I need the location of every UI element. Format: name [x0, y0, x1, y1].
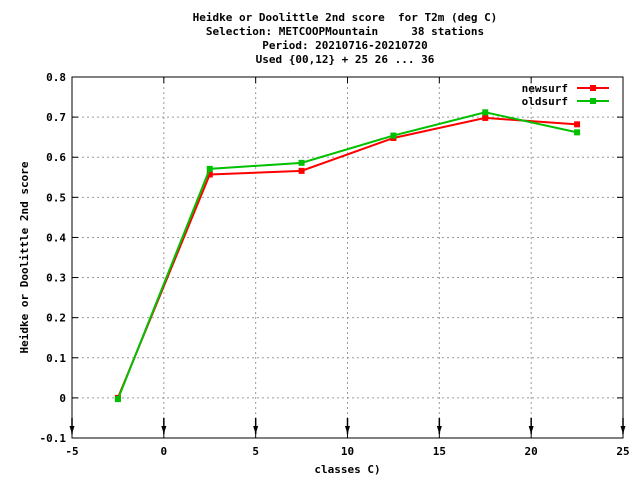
arrow-marker-head	[528, 426, 534, 434]
x-tick-label: 25	[616, 445, 629, 458]
series-lines	[114, 109, 581, 403]
y-axis-label: Heidke or Doolittle 2nd score	[18, 161, 31, 353]
chart-title: Heidke or Doolittle 2nd score for T2m (d…	[0, 11, 640, 67]
y-tick-label: 0.2	[46, 312, 66, 325]
legend-marker-oldsurf	[590, 98, 596, 104]
x-tick-label: 15	[433, 445, 446, 458]
arrow-marker-head	[253, 426, 259, 434]
y-tick-label: 0.5	[46, 191, 66, 204]
data-point-oldsurf	[574, 129, 581, 136]
data-point-oldsurf	[298, 159, 305, 166]
y-tick-label: 0	[59, 392, 66, 405]
arrow-marker-head	[436, 426, 442, 434]
title-line-4: Used {00,12} + 25 26 ... 36	[255, 53, 435, 66]
data-point-newsurf	[482, 114, 489, 121]
data-point-oldsurf	[114, 396, 121, 403]
arrow-marker-head	[161, 426, 167, 434]
title-line-3: Period: 20210716-20210720	[262, 39, 428, 52]
y-tick-label: 0.7	[46, 111, 66, 124]
legend-marker-newsurf	[590, 85, 596, 91]
y-tick-label: 0.1	[46, 352, 66, 365]
x-tick-label: 0	[161, 445, 168, 458]
arrow-marker-head	[345, 426, 350, 434]
axis-ticks: -5 0 5 10 15 20 25 -0.1 0 0.1 0.2 0.3 0.4 0.5 0.6 0.7 0.…	[40, 71, 630, 458]
title-line-2: Selection: METCOOPMountain 38 stations	[205, 25, 485, 38]
y-tick-label: 0.4	[46, 231, 66, 244]
arrow-marker-head	[69, 426, 75, 434]
series-line-oldsurf	[116, 111, 578, 400]
x-tick-label: 5	[252, 445, 259, 458]
x-tick-label: 10	[341, 445, 354, 458]
grid	[72, 77, 623, 438]
series-oldsurf	[114, 109, 581, 403]
y-tick-label: 0.8	[46, 71, 66, 84]
y-tick-label: 0.3	[46, 272, 66, 285]
arrow-marker-head	[620, 426, 626, 434]
y-tick-label: -0.1	[40, 432, 67, 445]
data-point-newsurf	[574, 121, 581, 128]
data-point-newsurf	[298, 167, 305, 174]
y-tick-label: 0.6	[46, 151, 66, 164]
x-tick-label: -5	[65, 445, 78, 458]
data-point-oldsurf	[482, 109, 489, 116]
legend-label-newsurf: newsurf	[522, 82, 568, 95]
bottom-arrow-markers	[69, 418, 626, 434]
series-line-newsurf	[116, 116, 578, 399]
legend-label-oldsurf: oldsurf	[522, 95, 568, 108]
data-point-oldsurf	[390, 132, 397, 139]
data-point-oldsurf	[206, 165, 213, 172]
x-tick-label: 20	[525, 445, 538, 458]
title-line-1: Heidke or Doolittle 2nd score for T2m (d…	[192, 11, 498, 24]
x-axis-label: classes C)	[314, 463, 380, 476]
data-point-newsurf	[206, 171, 213, 178]
